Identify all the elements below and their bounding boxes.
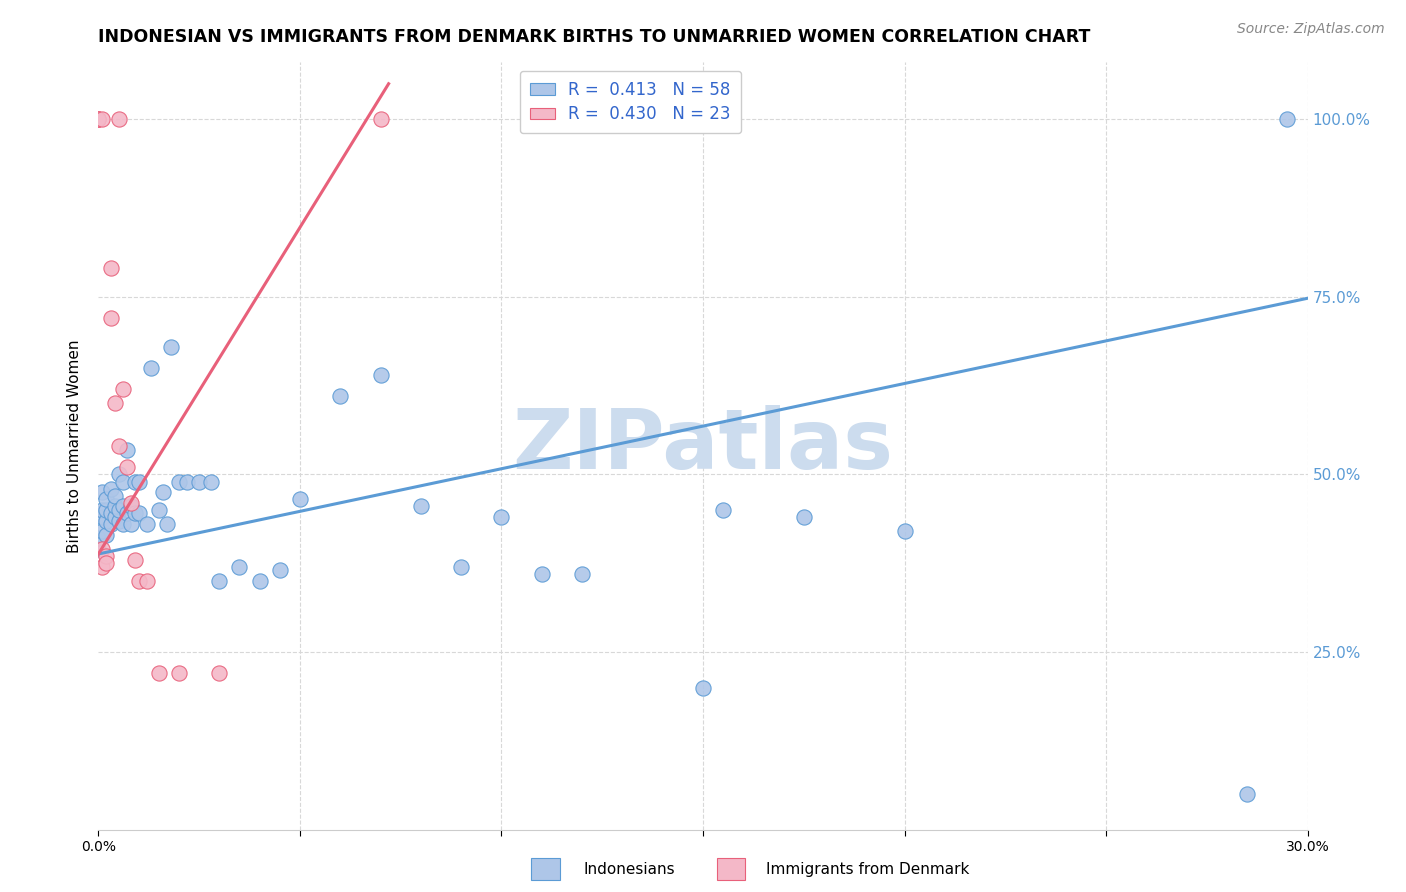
Point bbox=[370, 368, 392, 382]
Point bbox=[200, 475, 222, 489]
Point bbox=[115, 442, 138, 457]
Point bbox=[692, 681, 714, 695]
Point bbox=[87, 112, 110, 127]
Point bbox=[128, 507, 150, 521]
Point bbox=[491, 510, 513, 524]
Point bbox=[115, 460, 138, 475]
Point bbox=[269, 563, 291, 577]
Point bbox=[530, 566, 553, 581]
Point bbox=[208, 666, 231, 681]
Text: Source: ZipAtlas.com: Source: ZipAtlas.com bbox=[1237, 22, 1385, 37]
Text: ZIPatlas: ZIPatlas bbox=[513, 406, 893, 486]
Point bbox=[176, 475, 198, 489]
Point bbox=[128, 574, 150, 588]
Point bbox=[120, 517, 142, 532]
Legend: R =  0.413   N = 58, R =  0.430   N = 23: R = 0.413 N = 58, R = 0.430 N = 23 bbox=[520, 70, 741, 134]
Point bbox=[103, 489, 125, 503]
Point bbox=[793, 510, 815, 524]
Point bbox=[100, 261, 122, 276]
Point bbox=[96, 492, 118, 507]
Point bbox=[409, 500, 432, 514]
Point bbox=[711, 503, 734, 517]
Point bbox=[128, 475, 150, 489]
Y-axis label: Births to Unmarried Women: Births to Unmarried Women bbox=[67, 339, 83, 553]
Point bbox=[103, 396, 125, 410]
Point bbox=[135, 574, 157, 588]
Point bbox=[120, 496, 142, 510]
Point bbox=[91, 510, 114, 524]
Point bbox=[87, 541, 110, 556]
Point bbox=[111, 382, 134, 396]
Point bbox=[139, 360, 162, 375]
Point bbox=[111, 475, 134, 489]
Point bbox=[111, 500, 134, 514]
Point bbox=[96, 503, 118, 517]
Point bbox=[96, 549, 118, 563]
Text: Immigrants from Denmark: Immigrants from Denmark bbox=[766, 863, 970, 877]
Point bbox=[135, 517, 157, 532]
Point bbox=[152, 485, 174, 500]
Point bbox=[370, 112, 392, 127]
Point bbox=[249, 574, 271, 588]
Point bbox=[124, 552, 146, 566]
Point bbox=[111, 517, 134, 532]
Point bbox=[87, 112, 110, 127]
Point bbox=[167, 666, 190, 681]
Point bbox=[450, 559, 472, 574]
Point bbox=[107, 467, 129, 482]
Point bbox=[107, 439, 129, 453]
Point bbox=[103, 500, 125, 514]
Point bbox=[100, 482, 122, 496]
Point bbox=[96, 514, 118, 528]
Point bbox=[228, 559, 250, 574]
Point bbox=[91, 503, 114, 517]
Point bbox=[124, 475, 146, 489]
Point bbox=[91, 559, 114, 574]
Point bbox=[96, 528, 118, 542]
Point bbox=[115, 507, 138, 521]
Point bbox=[148, 666, 170, 681]
Point bbox=[208, 574, 231, 588]
Point bbox=[893, 524, 915, 539]
Point bbox=[571, 566, 593, 581]
Point bbox=[91, 485, 114, 500]
Text: INDONESIAN VS IMMIGRANTS FROM DENMARK BIRTHS TO UNMARRIED WOMEN CORRELATION CHAR: INDONESIAN VS IMMIGRANTS FROM DENMARK BI… bbox=[98, 28, 1091, 45]
Point bbox=[124, 507, 146, 521]
Point bbox=[91, 112, 114, 127]
Point bbox=[91, 541, 114, 556]
Point bbox=[87, 532, 110, 546]
Point bbox=[100, 311, 122, 326]
Text: Indonesians: Indonesians bbox=[583, 863, 675, 877]
Point bbox=[156, 517, 179, 532]
Point bbox=[288, 492, 311, 507]
Point bbox=[188, 475, 211, 489]
Point bbox=[87, 112, 110, 127]
Point bbox=[329, 389, 352, 403]
Point bbox=[96, 556, 118, 570]
Point bbox=[91, 524, 114, 539]
Point bbox=[160, 340, 183, 354]
Point bbox=[107, 112, 129, 127]
Point bbox=[100, 517, 122, 532]
Point bbox=[107, 503, 129, 517]
Point bbox=[107, 514, 129, 528]
Point bbox=[148, 503, 170, 517]
Point bbox=[1277, 112, 1299, 127]
Point bbox=[120, 500, 142, 514]
Point bbox=[1236, 787, 1258, 801]
Point bbox=[100, 507, 122, 521]
Point bbox=[103, 510, 125, 524]
Point bbox=[167, 475, 190, 489]
